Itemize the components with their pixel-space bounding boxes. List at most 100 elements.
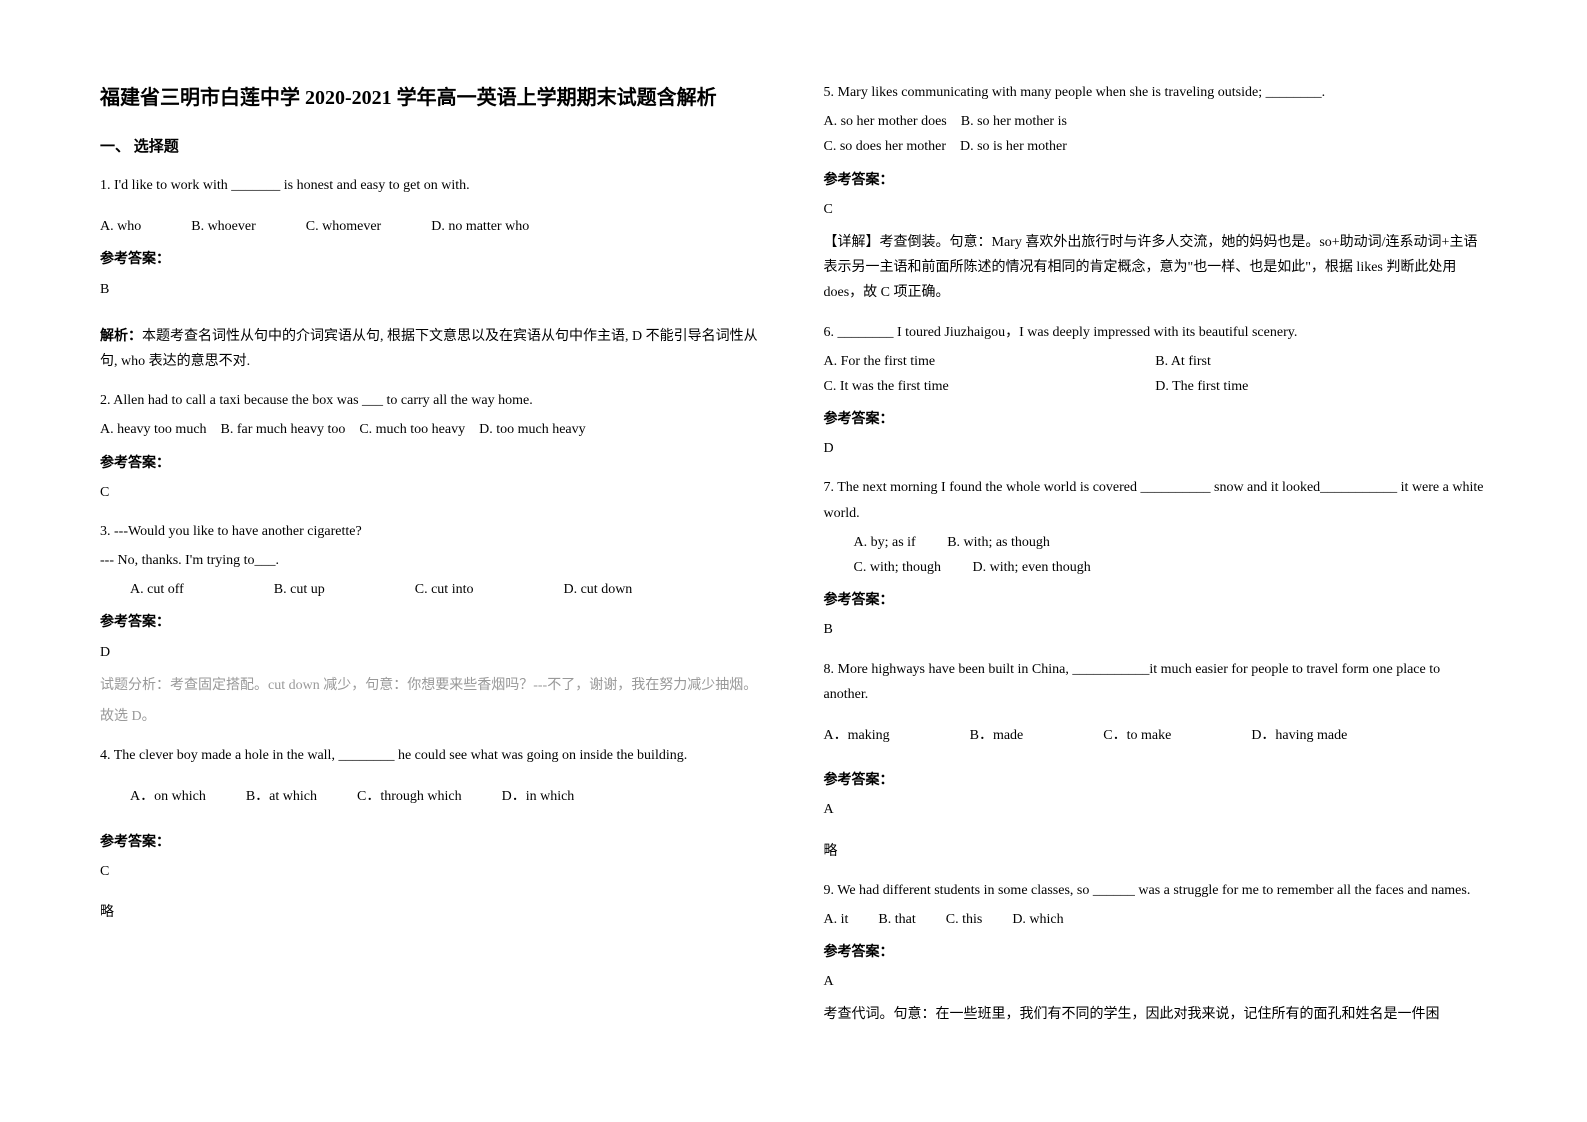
option-c: C. cut into bbox=[415, 577, 474, 602]
option-a: A. heavy too much bbox=[100, 417, 207, 442]
question-text: 8. More highways have been built in Chin… bbox=[824, 657, 1488, 707]
options-line-1: A. by; as if B. with; as though bbox=[854, 530, 1488, 555]
options-line-2: C. so does her mother D. so is her mothe… bbox=[824, 134, 1488, 159]
question-8: 8. More highways have been built in Chin… bbox=[824, 657, 1488, 864]
option-d: D．having made bbox=[1251, 723, 1347, 748]
option-b: B. whoever bbox=[191, 214, 256, 239]
explanation: 【详解】考查倒装。句意：Mary 喜欢外出旅行时与许多人交流，她的妈妈也是。so… bbox=[824, 230, 1488, 306]
answer-label: 参考答案： bbox=[100, 451, 764, 476]
option-d: D. with; even though bbox=[973, 560, 1091, 575]
explanation-2: 故选 D。 bbox=[100, 704, 764, 729]
option-d: D. cut down bbox=[563, 577, 632, 602]
options-line-1: A. so her mother does B. so her mother i… bbox=[824, 109, 1488, 134]
document-title: 福建省三明市白莲中学 2020-2021 学年高一英语上学期期末试题含解析 bbox=[100, 80, 764, 116]
options-row: A. it B. that C. this D. which bbox=[824, 907, 1488, 932]
question-text: 2. Allen had to call a taxi because the … bbox=[100, 388, 764, 413]
option-c: C．through which bbox=[357, 784, 462, 809]
answer-value: B bbox=[824, 617, 1488, 642]
question-text: 6. ________ I toured Jiuzhaigou，I was de… bbox=[824, 320, 1488, 345]
option-d: D. so is her mother bbox=[960, 139, 1067, 154]
page-container: 福建省三明市白莲中学 2020-2021 学年高一英语上学期期末试题含解析 一、… bbox=[100, 80, 1487, 1042]
option-d: D. too much heavy bbox=[479, 417, 586, 442]
option-b: B. with; as though bbox=[947, 535, 1050, 550]
question-text: 7. The next morning I found the whole wo… bbox=[824, 475, 1488, 525]
option-b: B. that bbox=[878, 907, 915, 932]
option-a: A. so her mother does bbox=[824, 114, 947, 129]
section-header: 一、 选择题 bbox=[100, 134, 764, 161]
options-row: A．making B．made C．to make D．having made bbox=[824, 723, 1488, 748]
question-7: 7. The next morning I found the whole wo… bbox=[824, 475, 1488, 642]
answer-label: 参考答案： bbox=[824, 588, 1488, 613]
option-a: A. cut off bbox=[130, 577, 184, 602]
answer-label: 参考答案： bbox=[824, 940, 1488, 965]
omit-text: 略 bbox=[100, 900, 764, 925]
option-b: B. far much heavy too bbox=[221, 417, 346, 442]
question-6: 6. ________ I toured Jiuzhaigou，I was de… bbox=[824, 320, 1488, 462]
options-row: A. heavy too much B. far much heavy too … bbox=[100, 417, 764, 442]
option-c: C. so does her mother bbox=[824, 139, 946, 154]
explanation-text: 解析：本题考查名词性从句中的介词宾语从句, 根据下文意思以及在宾语从句中作主语,… bbox=[100, 329, 758, 369]
option-b: B．at which bbox=[246, 784, 317, 809]
answer-value: C bbox=[824, 197, 1488, 222]
answer-label: 参考答案： bbox=[824, 768, 1488, 793]
option-d: D. no matter who bbox=[431, 214, 529, 239]
option-b: B. cut up bbox=[274, 577, 325, 602]
option-a: A. who bbox=[100, 214, 141, 239]
options-row: A. who B. whoever C. whomever D. no matt… bbox=[100, 214, 764, 239]
options-row: A. cut off B. cut up C. cut into D. cut … bbox=[100, 577, 764, 602]
answer-value: D bbox=[100, 640, 764, 665]
question-text: 1. I'd like to work with _______ is hone… bbox=[100, 173, 764, 198]
question-text-2: --- No, thanks. I'm trying to___. bbox=[100, 548, 764, 573]
question-1: 1. I'd like to work with _______ is hone… bbox=[100, 173, 764, 374]
option-c: C. It was the first time bbox=[824, 374, 1156, 399]
option-c: C. with; though bbox=[854, 560, 942, 575]
option-a: A．on which bbox=[130, 784, 206, 809]
explanation: 解析：本题考查名词性从句中的介词宾语从句, 根据下文意思以及在宾语从句中作主语,… bbox=[100, 324, 764, 374]
question-3: 3. ---Would you like to have another cig… bbox=[100, 519, 764, 729]
question-text-1: 3. ---Would you like to have another cig… bbox=[100, 519, 764, 544]
answer-value: B bbox=[100, 277, 764, 302]
answer-label: 参考答案： bbox=[100, 247, 764, 272]
option-d: D．in which bbox=[502, 784, 575, 809]
answer-value: C bbox=[100, 859, 764, 884]
option-c: C. much too heavy bbox=[359, 417, 465, 442]
question-text: 4. The clever boy made a hole in the wal… bbox=[100, 743, 764, 768]
options-line-2: C. with; though D. with; even though bbox=[854, 555, 1488, 580]
option-a: A. For the first time bbox=[824, 349, 1156, 374]
question-4: 4. The clever boy made a hole in the wal… bbox=[100, 743, 764, 925]
option-c: C. whomever bbox=[306, 214, 381, 239]
right-column: 5. Mary likes communicating with many pe… bbox=[824, 80, 1488, 1042]
option-c: C. this bbox=[946, 907, 983, 932]
answer-value: A bbox=[824, 797, 1488, 822]
option-a: A. by; as if bbox=[854, 535, 916, 550]
question-5: 5. Mary likes communicating with many pe… bbox=[824, 80, 1488, 306]
options-line-2: C. It was the first time D. The first ti… bbox=[824, 374, 1488, 399]
answer-value: A bbox=[824, 969, 1488, 994]
answer-label: 参考答案： bbox=[100, 830, 764, 855]
option-c: C．to make bbox=[1103, 723, 1171, 748]
answer-value: C bbox=[100, 480, 764, 505]
question-text: 5. Mary likes communicating with many pe… bbox=[824, 80, 1488, 105]
option-a: A. it bbox=[824, 907, 849, 932]
option-d: D. which bbox=[1012, 907, 1063, 932]
option-b: B. At first bbox=[1155, 349, 1487, 374]
options: A. For the first time B. At first C. It … bbox=[824, 349, 1488, 399]
answer-label: 参考答案： bbox=[824, 168, 1488, 193]
question-text: 9. We had different students in some cla… bbox=[824, 878, 1488, 903]
question-9: 9. We had different students in some cla… bbox=[824, 878, 1488, 1028]
option-d: D. The first time bbox=[1155, 374, 1487, 399]
omit-text: 略 bbox=[824, 839, 1488, 864]
answer-label: 参考答案： bbox=[100, 610, 764, 635]
options: A. so her mother does B. so her mother i… bbox=[824, 109, 1488, 159]
explanation: 考查代词。句意：在一些班里，我们有不同的学生，因此对我来说，记住所有的面孔和姓名… bbox=[824, 1002, 1488, 1027]
option-b: B. so her mother is bbox=[961, 114, 1067, 129]
options: A. by; as if B. with; as though C. with;… bbox=[824, 530, 1488, 580]
options-row: A．on which B．at which C．through which D．… bbox=[100, 784, 764, 809]
options-line-1: A. For the first time B. At first bbox=[824, 349, 1488, 374]
option-b: B．made bbox=[970, 723, 1024, 748]
explanation-1: 试题分析：考查固定搭配。cut down 减少，句意：你想要来些香烟吗？---不… bbox=[100, 673, 764, 698]
option-a: A．making bbox=[824, 723, 890, 748]
left-column: 福建省三明市白莲中学 2020-2021 学年高一英语上学期期末试题含解析 一、… bbox=[100, 80, 764, 1042]
answer-value: D bbox=[824, 436, 1488, 461]
question-2: 2. Allen had to call a taxi because the … bbox=[100, 388, 764, 505]
